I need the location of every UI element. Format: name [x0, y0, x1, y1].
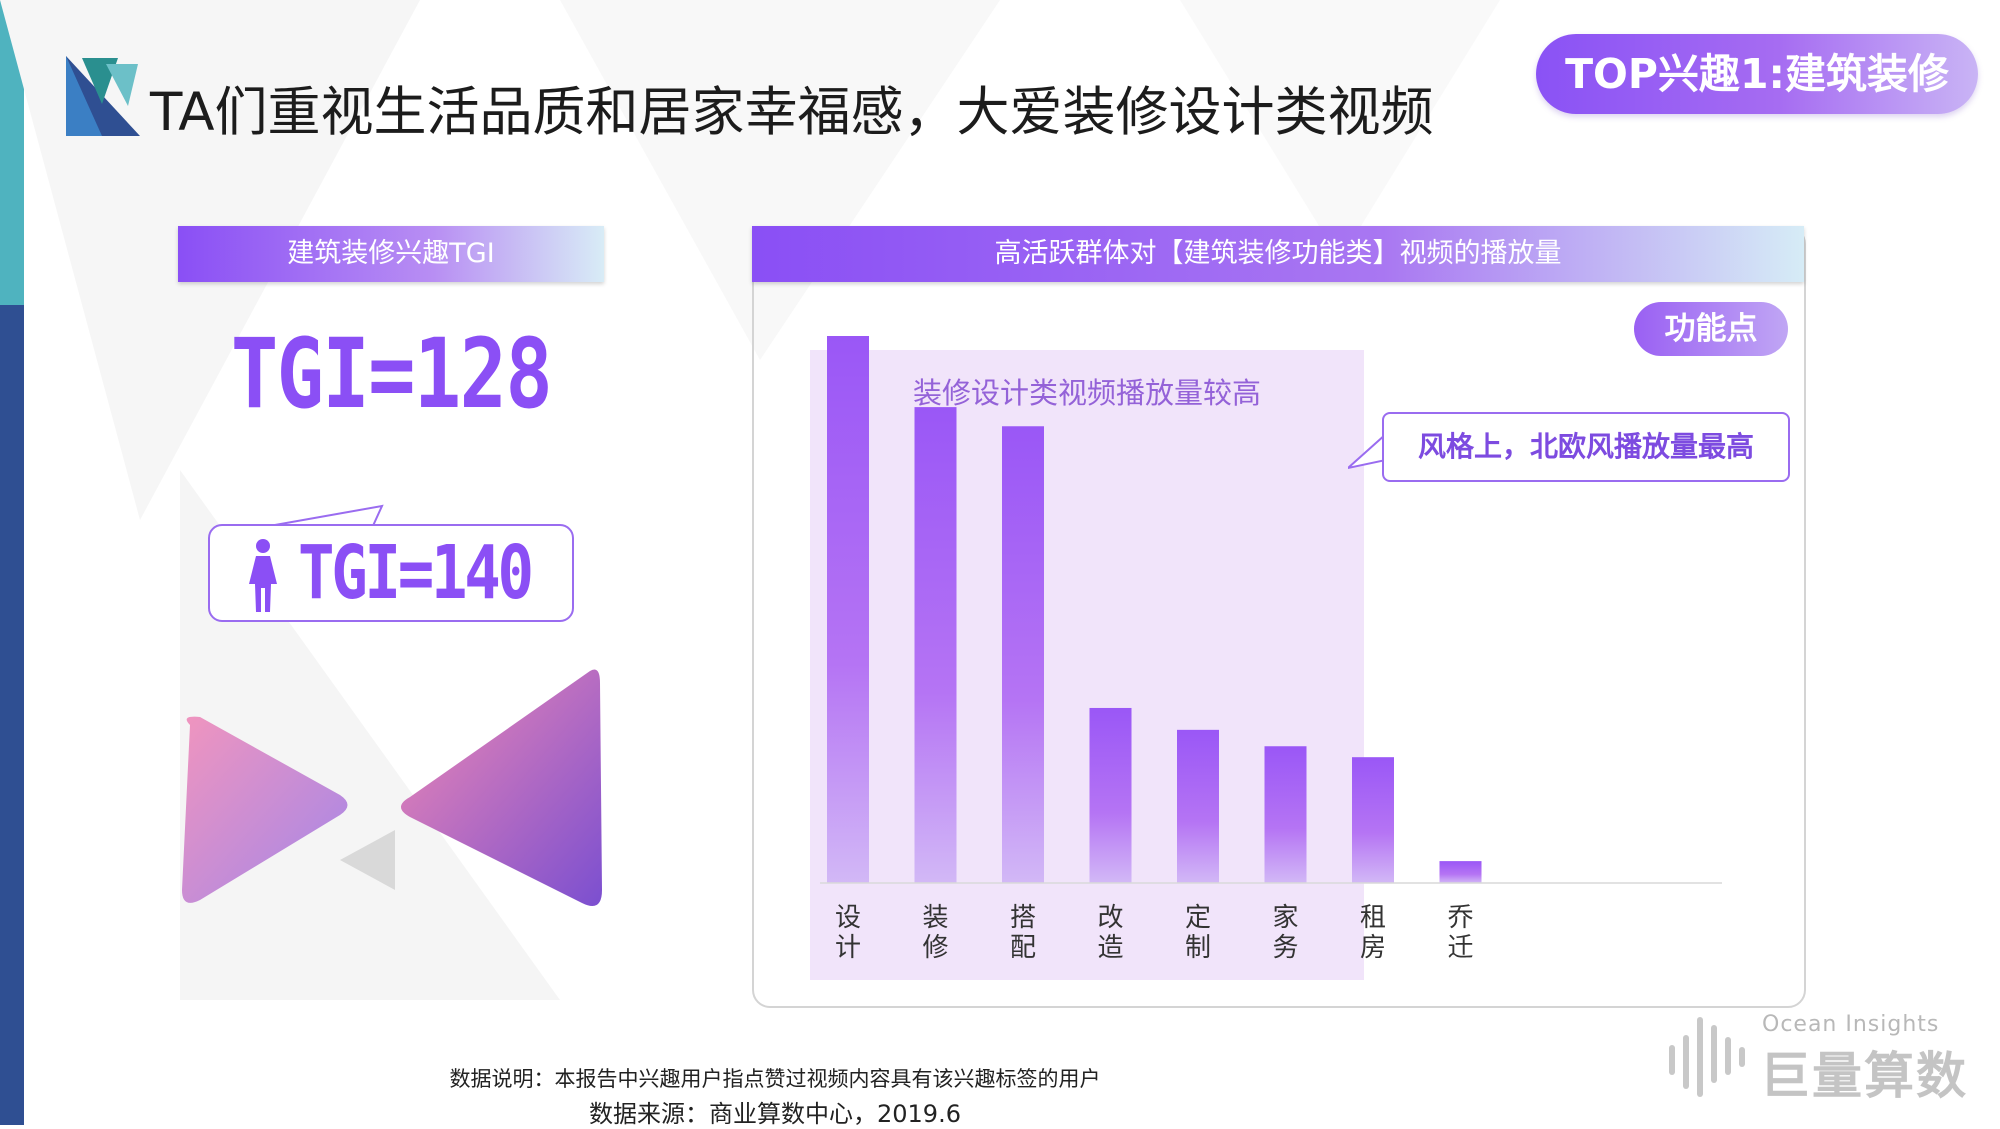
category-label-6: 家务 — [1272, 903, 1298, 963]
bar-4 — [1089, 707, 1132, 883]
category-label-5: 定制 — [1185, 903, 1211, 963]
brand-name-en: Ocean Insights — [1762, 1012, 1940, 1037]
page-title: TA们重视生活品质和居家幸福感，大爱装修设计类视频 — [150, 82, 1434, 143]
brand-logo-icon — [1669, 1017, 1745, 1097]
bar-chart: 设计 装修 搭配 改造 定制 家务 租房 乔迁 — [820, 336, 1722, 963]
bar-7 — [1352, 757, 1394, 883]
bar-2 — [914, 407, 957, 883]
feature-pill: 功能点 — [1634, 302, 1788, 356]
bar-3 — [1002, 426, 1044, 883]
category-label-7: 租房 — [1360, 903, 1386, 963]
category-label-4: 改造 — [1097, 903, 1123, 963]
highlight-label: 装修设计类视频播放量较高 — [912, 376, 1261, 410]
data-note: 数据说明：本报告中兴趣用户指点赞过视频内容具有该兴趣标签的用户 — [449, 1067, 1101, 1091]
left-accent-strip-bottom — [0, 305, 24, 1125]
data-source: 数据来源：商业算数中心，2019.6 — [589, 1100, 961, 1128]
category-label-8: 乔迁 — [1447, 903, 1473, 963]
company-logo — [66, 56, 140, 136]
tgi-panel-header: 建筑装修兴趣TGI — [178, 226, 604, 282]
top-interest-badge: TOP兴趣1:建筑装修 — [1536, 34, 1978, 114]
bar-8 — [1439, 861, 1482, 883]
tgi-overall-value: TGI=128 — [230, 318, 553, 430]
bar-1 — [827, 336, 869, 883]
tgi-female-value: TGI=140 — [298, 530, 534, 616]
bar-6 — [1264, 746, 1307, 883]
chart-panel-header: 高活跃群体对【建筑装修功能类】视频的播放量 — [752, 226, 1804, 282]
brand-name-cn: 巨量算数 — [1760, 1047, 1968, 1105]
style-callout: 风格上，北欧风播放量最高 — [1382, 412, 1790, 482]
female-person-icon — [249, 539, 277, 612]
category-label-2: 装修 — [922, 903, 948, 963]
category-label-3: 搭配 — [1010, 903, 1036, 963]
bar-5 — [1177, 729, 1219, 883]
triangle-decoration — [182, 669, 602, 907]
category-label-1: 设计 — [835, 903, 861, 963]
